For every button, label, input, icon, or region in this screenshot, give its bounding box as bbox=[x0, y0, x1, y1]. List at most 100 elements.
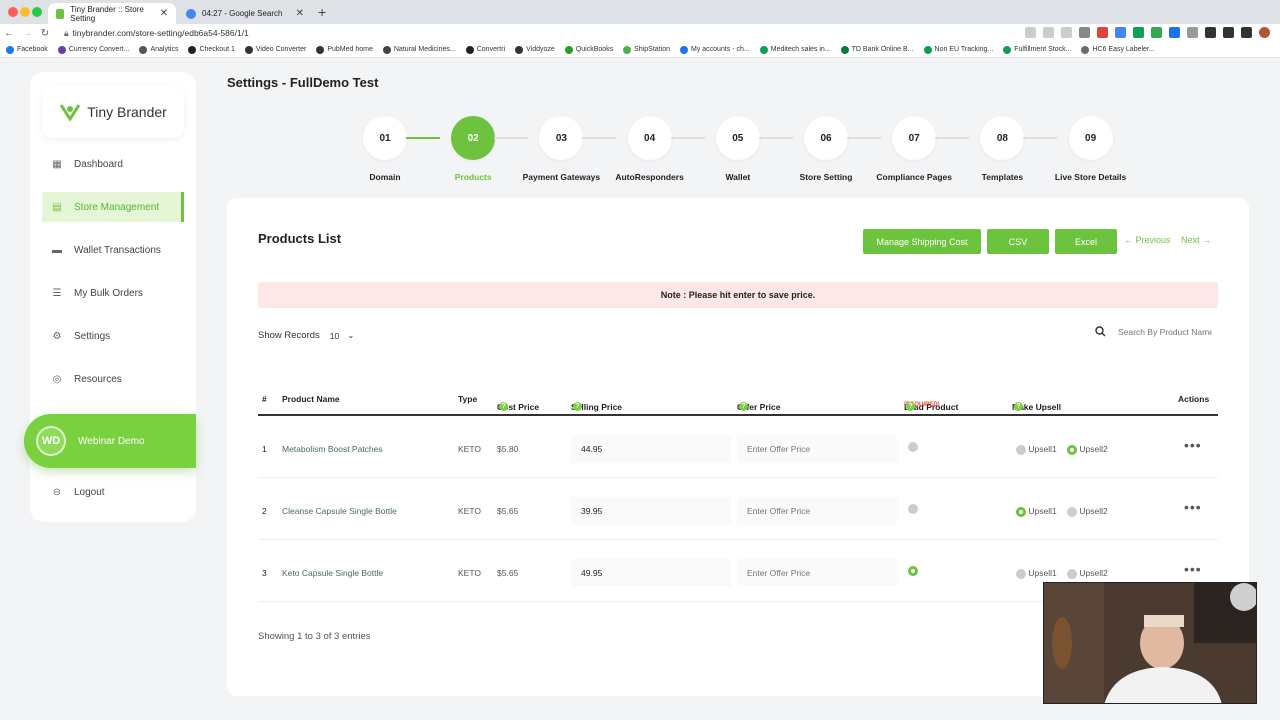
upsell1-option[interactable]: Upsell1 bbox=[1016, 444, 1057, 455]
upsell2-option[interactable]: Upsell2 bbox=[1067, 506, 1108, 517]
upsell1-option[interactable]: Upsell1 bbox=[1016, 568, 1057, 579]
sidebar-item-wallet-transactions[interactable]: ▬ Wallet Transactions bbox=[42, 235, 184, 265]
bookmark-item[interactable]: Non EU Tracking... bbox=[923, 45, 993, 54]
sidebar-item-store-management[interactable]: ▤ Store Management bbox=[42, 192, 184, 222]
step-03[interactable]: 03 Payment Gateways bbox=[506, 116, 616, 182]
back-icon[interactable]: ← bbox=[4, 27, 14, 39]
logo[interactable]: Tiny Brander bbox=[42, 86, 184, 138]
product-name[interactable]: Cleanse Capsule Single Bottle bbox=[282, 506, 397, 516]
profile-avatar-icon[interactable] bbox=[1259, 27, 1270, 38]
more-actions-icon[interactable]: ••• bbox=[1184, 561, 1202, 577]
previous-link[interactable]: ← Previous bbox=[1124, 235, 1171, 245]
bookmark-item[interactable]: HC6 Easy Labeler... bbox=[1081, 45, 1155, 54]
close-tab-icon[interactable]: ✕ bbox=[295, 8, 304, 19]
upsell2-radio[interactable] bbox=[1067, 568, 1077, 579]
help-icon[interactable]: ? bbox=[739, 402, 748, 411]
upsell1-radio[interactable] bbox=[1016, 444, 1026, 455]
help-icon[interactable]: ? bbox=[573, 402, 582, 411]
more-actions-icon[interactable]: ••• bbox=[1184, 499, 1202, 515]
lead-product-radio[interactable] bbox=[908, 566, 918, 576]
upsell1-option[interactable]: Upsell1 bbox=[1016, 506, 1057, 517]
extension-icon[interactable] bbox=[1133, 27, 1144, 38]
bookmark-item[interactable]: Viddyoze bbox=[515, 45, 555, 54]
bookmark-item[interactable]: Natural Medicines... bbox=[382, 45, 456, 54]
zoom-icon[interactable] bbox=[1025, 27, 1036, 38]
bookmark-item[interactable]: Meditech sales in... bbox=[759, 45, 831, 54]
forward-icon[interactable]: → bbox=[22, 27, 32, 39]
sidebar-item-my-bulk-orders[interactable]: ☰ My Bulk Orders bbox=[42, 278, 184, 308]
extension-icon[interactable] bbox=[1151, 27, 1162, 38]
step-07[interactable]: 07 Compliance Pages bbox=[859, 116, 969, 182]
bookmark-item[interactable]: Fulfillment Stock... bbox=[1003, 45, 1071, 54]
excel-button[interactable]: Excel bbox=[1055, 229, 1117, 254]
offer-price-input[interactable] bbox=[737, 559, 897, 587]
sidebar-item-settings[interactable]: ⚙ Settings bbox=[42, 321, 184, 351]
step-06[interactable]: 06 Store Setting bbox=[771, 116, 881, 182]
offer-price-input[interactable] bbox=[737, 435, 897, 463]
bookmark-item[interactable]: QuickBooks bbox=[564, 45, 613, 54]
search-input[interactable] bbox=[1118, 326, 1212, 337]
star-icon[interactable] bbox=[1061, 27, 1072, 38]
csv-button[interactable]: CSV bbox=[987, 229, 1049, 254]
next-link[interactable]: Next → bbox=[1181, 235, 1212, 245]
url-field[interactable]: 🔒︎ tinybrander.com/store-setting/edb6a54-… bbox=[64, 24, 249, 42]
extension-icon[interactable] bbox=[1169, 27, 1180, 38]
upsell2-option[interactable]: Upsell2 bbox=[1067, 568, 1108, 579]
step-01[interactable]: 01 Domain bbox=[330, 116, 440, 182]
help-icon[interactable]: ? bbox=[1014, 402, 1023, 411]
extension-icon[interactable] bbox=[1115, 27, 1126, 38]
bookmark-item[interactable]: Analytics bbox=[139, 45, 178, 54]
step-04[interactable]: 04 AutoResponders bbox=[595, 116, 705, 182]
product-name[interactable]: Metabolism Boost Patches bbox=[282, 444, 383, 454]
bookmark-item[interactable]: Currency Convert... bbox=[57, 45, 129, 54]
help-icon[interactable]: ? bbox=[499, 402, 508, 411]
upsell2-radio[interactable] bbox=[1067, 444, 1077, 455]
step-05[interactable]: 05 Wallet bbox=[683, 116, 793, 182]
lead-product-radio[interactable] bbox=[908, 442, 918, 452]
upsell2-option[interactable]: Upsell2 bbox=[1067, 444, 1108, 455]
bookmark-item[interactable]: Convertri bbox=[465, 45, 505, 54]
extension-icon[interactable] bbox=[1187, 27, 1198, 38]
maximize-window-icon[interactable] bbox=[32, 7, 42, 17]
puzzle-icon[interactable] bbox=[1223, 27, 1234, 38]
user-profile-card[interactable]: WD Webinar Demo bbox=[24, 414, 196, 468]
bookmark-item[interactable]: My accounts - ch... bbox=[679, 45, 750, 54]
sidebar-icon[interactable] bbox=[1241, 27, 1252, 38]
selling-price-input[interactable] bbox=[571, 435, 731, 463]
new-tab-icon[interactable]: + bbox=[318, 4, 327, 20]
step-02[interactable]: 02 Products bbox=[418, 116, 528, 182]
selling-price-input[interactable] bbox=[571, 559, 731, 587]
close-window-icon[interactable] bbox=[8, 7, 18, 17]
step-09[interactable]: 09 Live Store Details bbox=[1036, 116, 1146, 182]
help-icon[interactable]: ? bbox=[906, 402, 915, 411]
bookmark-item[interactable]: ShipStation bbox=[623, 45, 670, 54]
sidebar-item-dashboard[interactable]: ▦ Dashboard bbox=[42, 149, 184, 179]
manage-shipping-cost-button[interactable]: Manage Shipping Cost bbox=[863, 229, 981, 254]
bookmark-item[interactable]: Video Converter bbox=[244, 45, 306, 54]
records-per-page-select[interactable]: 10 ⌄ bbox=[330, 330, 355, 341]
product-name[interactable]: Keto Capsule Single Bottle bbox=[282, 568, 384, 578]
close-tab-icon[interactable]: ✕ bbox=[159, 8, 168, 19]
sidebar-item-resources[interactable]: ◎ Resources bbox=[42, 364, 184, 394]
upsell2-radio[interactable] bbox=[1067, 506, 1077, 517]
extension-icon[interactable] bbox=[1079, 27, 1090, 38]
logout-button[interactable]: ⊖ Logout bbox=[42, 477, 184, 507]
extension-icon[interactable] bbox=[1205, 27, 1216, 38]
step-08[interactable]: 08 Templates bbox=[947, 116, 1057, 182]
reload-icon[interactable]: ↻ bbox=[40, 27, 50, 39]
share-icon[interactable] bbox=[1043, 27, 1054, 38]
selling-price-input[interactable] bbox=[571, 497, 731, 525]
minimize-window-icon[interactable] bbox=[20, 7, 30, 17]
lead-product-radio[interactable] bbox=[908, 504, 918, 514]
bookmark-item[interactable]: PubMed home bbox=[316, 45, 373, 54]
bookmark-item[interactable]: TD Bank Online B... bbox=[840, 45, 914, 54]
browser-tab-store-setting[interactable]: Tiny Brander :: Store Setting ✕ bbox=[48, 3, 176, 24]
bookmark-item[interactable]: Facebook bbox=[6, 45, 48, 54]
upsell1-radio[interactable] bbox=[1016, 568, 1026, 579]
browser-tab-google-search[interactable]: 04:27 - Google Search ✕ bbox=[178, 3, 312, 24]
search-icon[interactable] bbox=[1095, 326, 1106, 337]
offer-price-input[interactable] bbox=[737, 497, 897, 525]
more-actions-icon[interactable]: ••• bbox=[1184, 437, 1202, 453]
bookmark-item[interactable]: Checkout 1 bbox=[188, 45, 235, 54]
upsell1-radio[interactable] bbox=[1016, 506, 1026, 517]
